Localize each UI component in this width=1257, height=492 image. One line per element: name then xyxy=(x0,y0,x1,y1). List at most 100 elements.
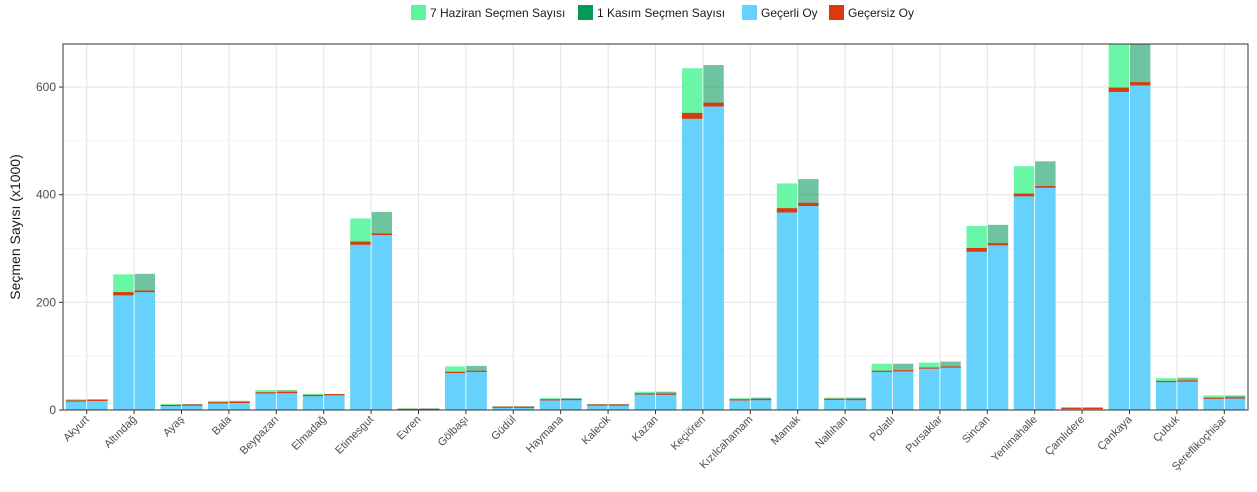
x-tick-label: Çankaya xyxy=(1095,413,1135,453)
haziran-valid-bar xyxy=(350,244,372,410)
x-tick-label: Evren xyxy=(395,414,424,443)
kasim-valid-bar xyxy=(86,400,108,410)
kasim-valid-bar xyxy=(702,106,724,410)
x-tick-label: Çamlıdere xyxy=(1043,414,1087,458)
kasim-invalid-bar xyxy=(1082,407,1103,409)
kasim-invalid-bar xyxy=(418,408,440,411)
y-axis-title: Seçmen Sayısı (x1000) xyxy=(7,154,23,300)
kasim-valid-bar xyxy=(1129,85,1151,410)
haziran-valid-bar xyxy=(255,392,277,410)
kasim-valid-bar xyxy=(513,406,535,410)
kasim-valid-bar xyxy=(892,370,914,410)
haziran-invalid-bar xyxy=(113,292,135,296)
kasim-invalid-bar xyxy=(323,394,345,396)
kasim-invalid-bar xyxy=(86,399,108,401)
haziran-invalid-bar xyxy=(350,241,372,245)
kasim-invalid-bar xyxy=(513,406,535,408)
kasim-valid-bar xyxy=(1176,380,1198,410)
kasim-invalid-bar xyxy=(276,391,298,394)
kasim-valid-bar xyxy=(797,206,819,410)
kasim-valid-bar xyxy=(228,401,250,410)
kasim-valid-bar xyxy=(465,371,487,410)
haziran-valid-bar xyxy=(65,400,87,410)
legend-label: 1 Kasım Seçmen Sayısı xyxy=(597,6,725,20)
haziran-valid-bar xyxy=(871,371,893,410)
x-tick-label: Pursaklar xyxy=(904,413,946,455)
x-tick-label: Ayaş xyxy=(161,413,187,439)
x-tick-label: Gölbaşı xyxy=(436,414,471,449)
haziran-invalid-bar xyxy=(682,112,703,119)
haziran-valid-bar xyxy=(634,393,656,410)
legend-label: Geçerli Oy xyxy=(761,6,818,20)
haziran-valid-bar xyxy=(919,368,940,410)
x-tick-label: Keçiören xyxy=(669,414,708,453)
kasim-invalid-bar xyxy=(371,233,392,236)
kasim-invalid-bar xyxy=(987,243,1009,246)
legend-key xyxy=(411,5,426,20)
y-tick-label: 400 xyxy=(36,188,56,202)
haziran-invalid-bar xyxy=(539,399,561,401)
haziran-valid-bar xyxy=(492,406,514,410)
haziran-valid-bar xyxy=(113,295,135,410)
haziran-invalid-bar xyxy=(65,400,87,402)
kasim-valid-bar xyxy=(939,366,961,410)
x-tick-label: Kazan xyxy=(630,414,661,445)
haziran-invalid-bar xyxy=(824,398,846,400)
x-tick-label: Elmadağ xyxy=(290,414,329,453)
haziran-invalid-bar xyxy=(302,394,324,397)
x-tick-label: Altındağ xyxy=(102,414,139,451)
haziran-invalid-bar xyxy=(1108,87,1130,92)
y-tick-label: 600 xyxy=(36,80,56,94)
haziran-invalid-bar xyxy=(587,404,609,406)
x-tick-label: Güdül xyxy=(489,414,518,443)
haziran-valid-bar xyxy=(729,399,751,410)
x-tick-label: Sincan xyxy=(960,414,992,446)
kasim-valid-bar xyxy=(750,399,772,410)
haziran-invalid-bar xyxy=(445,371,466,373)
y-tick-label: 200 xyxy=(36,295,56,309)
kasim-valid-bar xyxy=(371,235,392,410)
haziran-valid-bar xyxy=(587,404,609,410)
kasim-valid-bar xyxy=(276,392,298,410)
haziran-invalid-bar xyxy=(397,408,419,411)
haziran-invalid-bar xyxy=(255,392,277,394)
haziran-valid-bar xyxy=(824,399,846,410)
kasim-valid-bar xyxy=(181,404,203,410)
legend-label: 7 Haziran Seçmen Sayısı xyxy=(430,6,565,20)
haziran-invalid-bar xyxy=(492,406,514,408)
y-tick-label: 0 xyxy=(49,403,56,417)
kasim-valid-bar xyxy=(845,399,866,410)
haziran-valid-bar xyxy=(966,251,988,410)
haziran-invalid-bar xyxy=(729,399,751,401)
kasim-invalid-bar xyxy=(228,401,250,403)
kasim-invalid-bar xyxy=(1129,82,1151,86)
kasim-invalid-bar xyxy=(797,202,819,207)
kasim-invalid-bar xyxy=(845,398,866,401)
x-tick-label: Bala xyxy=(210,413,235,438)
haziran-invalid-bar xyxy=(1156,380,1177,383)
kasim-valid-bar xyxy=(655,393,677,410)
x-tick-label: Çubuk xyxy=(1151,413,1182,444)
legend-key xyxy=(742,5,757,20)
kasim-invalid-bar xyxy=(134,290,155,293)
haziran-invalid-bar xyxy=(1061,407,1083,409)
legend-key xyxy=(578,5,593,20)
haziran-valid-bar xyxy=(208,402,229,410)
x-tick-label: Polatlı xyxy=(868,414,898,444)
legend-label: Geçersiz Oy xyxy=(848,6,914,20)
kasim-valid-bar xyxy=(608,404,629,410)
kasim-valid-bar xyxy=(1034,187,1056,410)
haziran-valid-bar xyxy=(682,118,703,411)
haziran-valid-bar xyxy=(539,399,561,410)
kasim-valid-bar xyxy=(134,292,155,410)
x-tick-label: Akyurt xyxy=(61,414,92,445)
x-tick-label: Mamak xyxy=(769,413,803,447)
haziran-invalid-bar xyxy=(966,247,988,252)
haziran-invalid-bar xyxy=(919,367,940,369)
haziran-valid-bar xyxy=(1108,91,1130,410)
kasim-invalid-bar xyxy=(1224,397,1246,399)
kasim-valid-bar xyxy=(323,394,345,410)
legend-key xyxy=(829,5,844,20)
